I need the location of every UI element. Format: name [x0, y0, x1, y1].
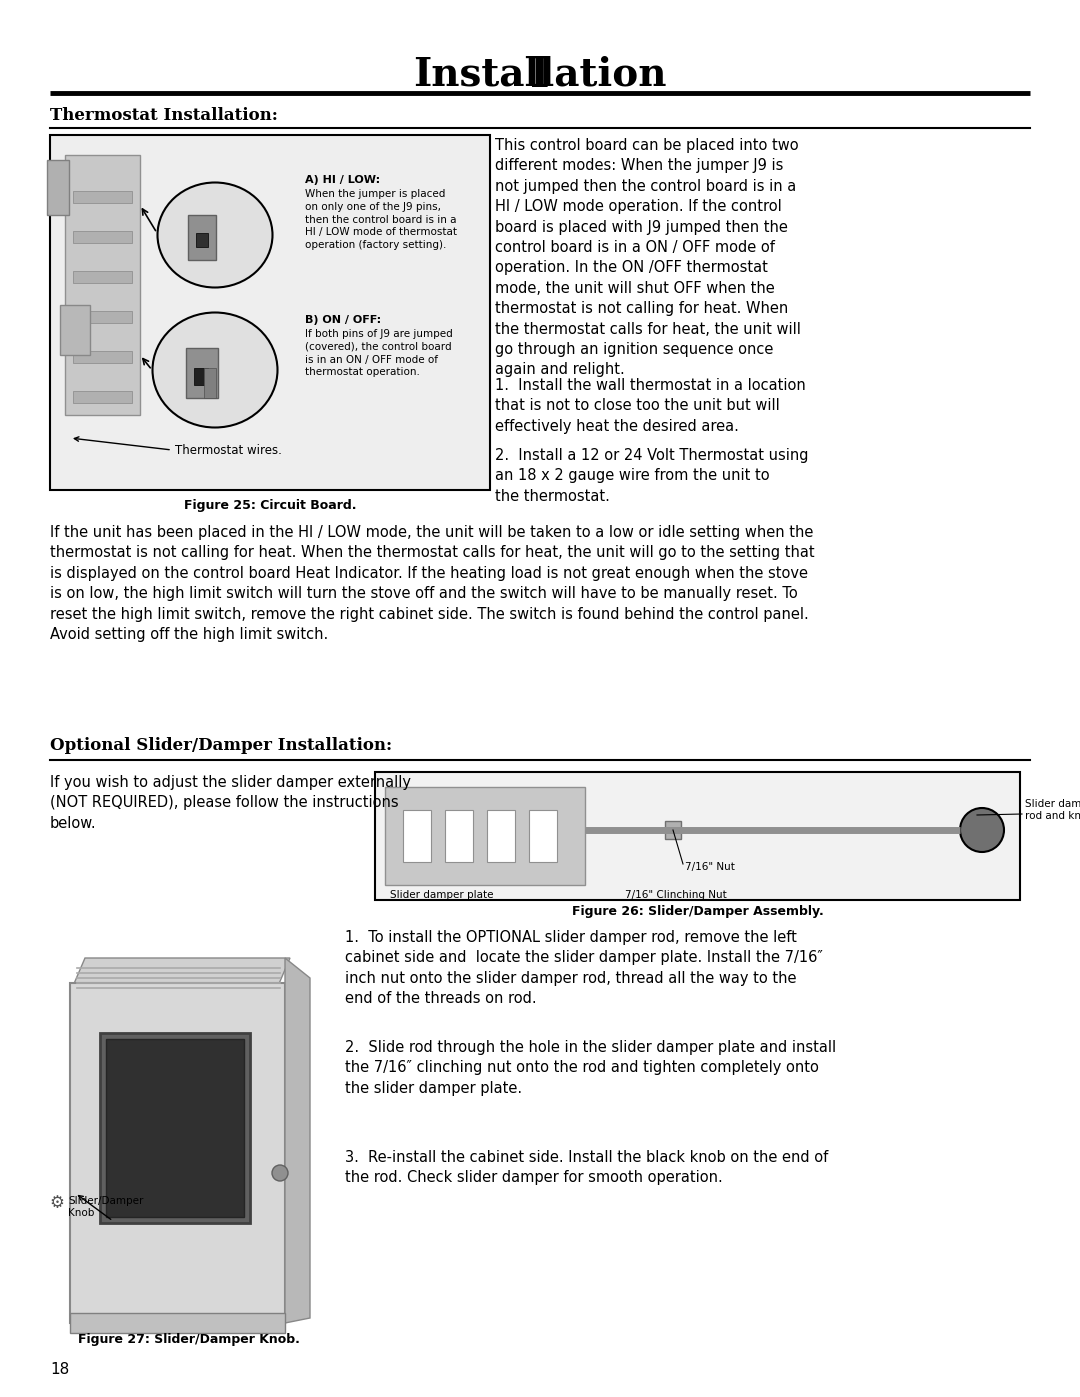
Text: 18: 18 — [50, 1362, 69, 1377]
Bar — [106, 1039, 244, 1217]
Text: Optional Slider/Damper Installation:: Optional Slider/Damper Installation: — [50, 736, 392, 753]
Bar — [73, 231, 132, 243]
Bar — [73, 312, 132, 323]
Bar — [73, 191, 132, 203]
Text: Thermostat wires.: Thermostat wires. — [175, 443, 282, 457]
Bar — [70, 1313, 285, 1333]
Text: Thermostat Installation:: Thermostat Installation: — [50, 106, 278, 123]
Text: 7/16" Clinching Nut: 7/16" Clinching Nut — [625, 890, 727, 900]
Text: Slider damper plate: Slider damper plate — [390, 890, 494, 900]
Bar — [73, 271, 132, 284]
Text: 1.  Install the wall thermostat in a location
that is not to close too the unit : 1. Install the wall thermostat in a loca… — [495, 379, 806, 434]
Bar — [445, 810, 473, 862]
Bar — [48, 161, 69, 215]
Text: 2.  Slide rod through the hole in the slider damper plate and install
the 7/16″ : 2. Slide rod through the hole in the sli… — [345, 1039, 836, 1095]
Bar — [188, 215, 216, 260]
Text: Slider/Damper
Knob: Slider/Damper Knob — [68, 1196, 144, 1218]
Bar — [65, 155, 140, 415]
Bar — [60, 305, 90, 355]
Text: If you wish to adjust the slider damper externally
(NOT REQUIRED), please follow: If you wish to adjust the slider damper … — [50, 775, 411, 831]
Bar — [384, 787, 585, 886]
Text: 1.  To install the OPTIONAL slider damper rod, remove the left
cabinet side and : 1. To install the OPTIONAL slider damper… — [345, 930, 823, 1006]
Text: 3.  Re-install the cabinet side. Install the black knob on the end of
the rod. C: 3. Re-install the cabinet side. Install … — [345, 1150, 828, 1186]
Text: Figure 26: Slider/Damper Assembly.: Figure 26: Slider/Damper Assembly. — [571, 905, 823, 918]
Text: If both pins of J9 are jumped
(covered), the control board
is in an ON / OFF mod: If both pins of J9 are jumped (covered),… — [305, 330, 453, 377]
Text: A) HI / LOW:: A) HI / LOW: — [305, 175, 380, 184]
Ellipse shape — [152, 313, 278, 427]
Bar — [73, 351, 132, 363]
Bar — [487, 810, 515, 862]
Ellipse shape — [158, 183, 272, 288]
Polygon shape — [70, 958, 291, 993]
Text: B) ON / OFF:: B) ON / OFF: — [305, 314, 381, 326]
Circle shape — [272, 1165, 288, 1180]
Text: Figure 27: Slider/Damper Knob.: Figure 27: Slider/Damper Knob. — [78, 1334, 300, 1347]
Text: 2.  Install a 12 or 24 Volt Thermostat using
an 18 x 2 gauge wire from the unit : 2. Install a 12 or 24 Volt Thermostat us… — [495, 448, 809, 504]
Text: If the unit has been placed in the HI / LOW mode, the unit will be taken to a lo: If the unit has been placed in the HI / … — [50, 525, 814, 643]
Bar — [100, 1032, 249, 1222]
Text: 7/16" Nut: 7/16" Nut — [685, 862, 734, 872]
Text: Installation: Installation — [414, 56, 666, 94]
Text: Slider damper
rod and knob: Slider damper rod and knob — [1025, 799, 1080, 821]
Bar — [403, 810, 431, 862]
Text: I: I — [530, 54, 550, 96]
Text: ⚙: ⚙ — [50, 1194, 65, 1213]
Bar — [50, 136, 490, 490]
Bar — [195, 233, 208, 247]
Text: This control board can be placed into two
different modes: When the jumper J9 is: This control board can be placed into tw… — [495, 138, 801, 377]
Bar — [186, 348, 218, 398]
Bar — [204, 367, 216, 398]
Bar — [70, 983, 285, 1323]
Bar — [665, 821, 681, 840]
Bar — [73, 391, 132, 402]
Bar — [50, 928, 328, 1329]
Polygon shape — [285, 958, 310, 1323]
Text: When the jumper is placed
on only one of the J9 pins,
then the control board is : When the jumper is placed on only one of… — [305, 189, 457, 250]
Circle shape — [960, 807, 1004, 852]
Text: Figure 25: Circuit Board.: Figure 25: Circuit Board. — [184, 499, 356, 511]
Bar — [194, 367, 208, 386]
Bar — [375, 773, 1020, 900]
Bar — [529, 810, 557, 862]
